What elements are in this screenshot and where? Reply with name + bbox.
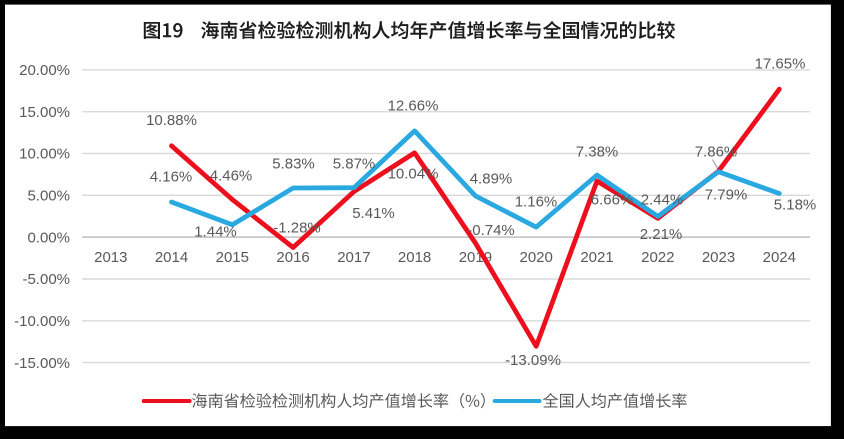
svg-text:2.21%: 2.21% <box>640 226 683 243</box>
svg-text:10.88%: 10.88% <box>146 112 197 129</box>
svg-text:2014: 2014 <box>155 249 188 266</box>
svg-text:4.89%: 4.89% <box>470 171 513 188</box>
svg-text:-5.00%: -5.00% <box>22 271 70 288</box>
svg-text:2015: 2015 <box>216 249 249 266</box>
svg-text:15.00%: 15.00% <box>19 104 70 121</box>
svg-text:0.00%: 0.00% <box>27 229 70 246</box>
svg-text:2023: 2023 <box>702 249 735 266</box>
svg-text:20.00%: 20.00% <box>19 62 70 79</box>
svg-text:2020: 2020 <box>520 249 553 266</box>
svg-text:2017: 2017 <box>337 249 370 266</box>
svg-text:5.00%: 5.00% <box>27 188 70 205</box>
svg-text:-15.00%: -15.00% <box>14 355 70 372</box>
svg-text:10.04%: 10.04% <box>388 166 439 183</box>
svg-text:-0.74%: -0.74% <box>467 222 515 239</box>
svg-text:2018: 2018 <box>398 249 431 266</box>
svg-text:5.87%: 5.87% <box>333 156 376 173</box>
svg-text:5.18%: 5.18% <box>774 197 817 214</box>
svg-text:10.00%: 10.00% <box>19 146 70 163</box>
svg-text:2024: 2024 <box>763 249 796 266</box>
svg-text:5.41%: 5.41% <box>352 205 395 222</box>
svg-text:5.83%: 5.83% <box>272 156 315 173</box>
svg-text:1.44%: 1.44% <box>194 224 237 241</box>
svg-text:7.38%: 7.38% <box>576 144 619 161</box>
svg-text:1.16%: 1.16% <box>515 194 558 211</box>
svg-text:2016: 2016 <box>276 249 309 266</box>
svg-text:12.66%: 12.66% <box>388 98 439 115</box>
svg-text:6.66%: 6.66% <box>591 192 634 209</box>
svg-text:-13.09%: -13.09% <box>505 352 561 369</box>
svg-text:2021: 2021 <box>580 249 613 266</box>
svg-text:2022: 2022 <box>641 249 674 266</box>
svg-text:-1.28%: -1.28% <box>273 220 321 237</box>
svg-text:4.46%: 4.46% <box>210 168 253 185</box>
svg-text:4.16%: 4.16% <box>150 169 193 186</box>
svg-text:7.86%: 7.86% <box>695 144 738 161</box>
svg-text:2013: 2013 <box>94 249 127 266</box>
svg-text:-10.00%: -10.00% <box>14 313 70 330</box>
svg-text:17.65%: 17.65% <box>755 56 806 73</box>
svg-text:7.79%: 7.79% <box>705 187 748 204</box>
svg-text:2.44%: 2.44% <box>641 192 684 209</box>
